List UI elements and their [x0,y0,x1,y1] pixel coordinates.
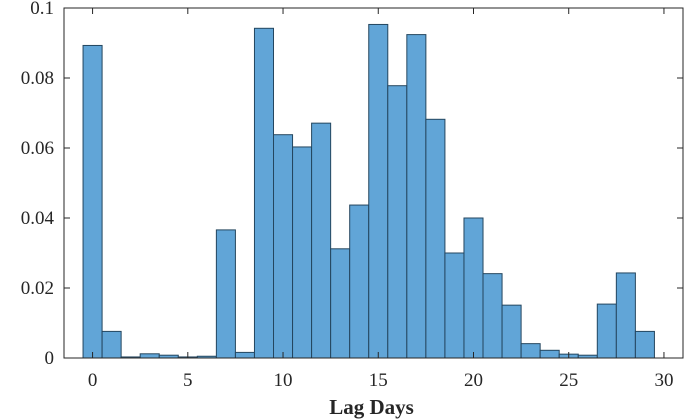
histogram-bar [501,304,522,359]
histogram-bar [634,330,655,359]
histogram-bar [406,34,427,359]
x-tick-label: 10 [274,370,293,391]
histogram-bar [139,353,160,359]
histogram-bar [368,23,389,359]
x-tick-label: 15 [369,370,388,391]
histogram-bar [539,349,560,359]
x-tick-label: 20 [464,370,483,391]
y-tick-label: 0.08 [21,68,54,89]
plot-frame [63,7,684,359]
histogram-bar [444,252,465,359]
histogram-bar [615,272,636,359]
histogram-bar [596,303,617,359]
histogram-bar [292,146,313,359]
histogram-bar [520,343,541,359]
x-tick-label: 30 [654,370,673,391]
histogram-bar [101,330,122,359]
y-tick-label: 0.02 [21,278,54,299]
y-tick-label: 0 [45,348,55,369]
histogram-bar [387,85,408,359]
x-tick-label: 0 [88,370,98,391]
histogram-bar [253,27,275,359]
bars-group [82,23,655,359]
histogram-bar [425,118,446,359]
y-axis-ticks: 0 0.02 0.04 0.06 0.08 0.1 [21,0,683,369]
x-tick-label: 5 [183,370,193,391]
y-tick-label: 0.04 [21,208,55,229]
histogram-bar [273,134,294,359]
y-tick-label: 0.1 [30,0,54,19]
y-tick-label: 0.06 [21,138,54,159]
histogram-bar [234,351,255,359]
histogram-bar [82,44,103,359]
x-axis-label: Lag Days [329,395,414,419]
histogram-bar [330,248,351,359]
histogram-bar [463,217,484,359]
histogram-bar [482,273,503,359]
x-tick-label: 25 [559,370,578,391]
x-axis-ticks: 0 5 10 15 20 25 30 [88,8,673,391]
histogram-bar [349,204,370,359]
histogram-bar [215,229,236,359]
histogram-bar [311,122,332,359]
